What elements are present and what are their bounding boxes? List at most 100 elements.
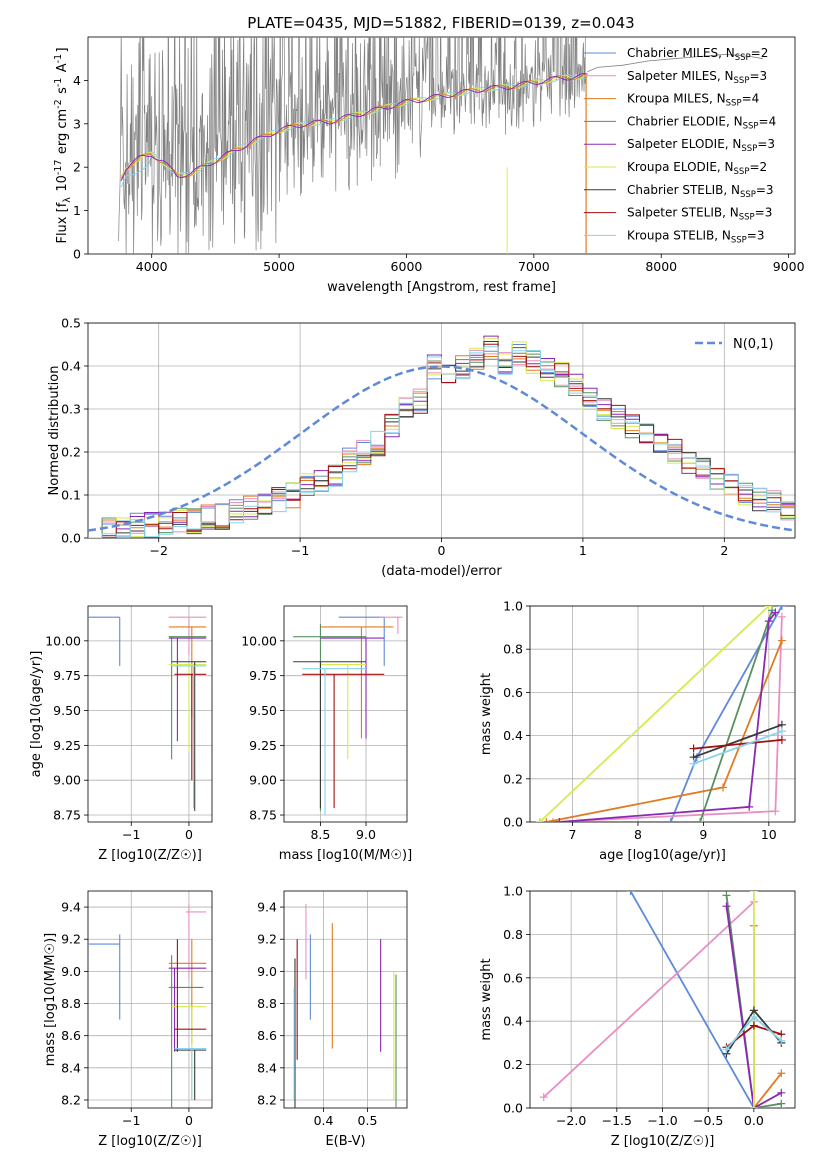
y-tick-label: 4: [73, 73, 81, 88]
x-tick-label: 0: [438, 543, 446, 558]
y-tick-label: 0.3: [61, 402, 81, 417]
weight-marker: [749, 1104, 758, 1108]
residual-histogram: [88, 346, 795, 538]
weight-line: [693, 730, 783, 765]
model-spectrum: [120, 74, 588, 188]
weight-marker: [696, 818, 705, 822]
y-tick-label: 0.6: [503, 685, 523, 700]
x-tick-label: −2.0: [556, 1113, 586, 1128]
mass_vs_ebv-frame: [283, 890, 408, 1109]
weight_vs_Z-ylabel: mass weight: [479, 958, 494, 1040]
x-tick-label: 6000: [391, 259, 423, 274]
spectrum-legend: Chabrier MILES, NSSP=2 Salpeter MILES, NS…: [584, 46, 776, 245]
y-tick-label: 0.8: [503, 927, 523, 942]
y-tick-label: 9.4: [61, 900, 81, 915]
y-tick-label: 8.6: [61, 1028, 81, 1043]
weight-marker: [777, 1036, 786, 1045]
x-tick-label: 0.0: [744, 1113, 764, 1128]
weight-marker: [771, 608, 780, 617]
age_vs_Z-plot: [88, 616, 207, 811]
y-tick-label: 9.00: [249, 773, 277, 788]
y-tick-label: 3: [73, 116, 81, 131]
x-tick-label: 4000: [136, 259, 168, 274]
y-tick-label: 9.4: [257, 900, 277, 915]
mass_vs_Z-ylabel: mass [log10(M/M☉)]: [43, 933, 58, 1066]
y-tick-label: 8.8: [61, 996, 81, 1011]
age_vs_Z-frame: [87, 605, 213, 823]
weight-line: [629, 891, 782, 1108]
y-tick-label: 8.8: [257, 996, 277, 1011]
x-tick-label: 9: [699, 827, 707, 842]
weight-marker: [719, 783, 728, 792]
residuals-axes: −2 −1 0 1 2 0.0 0.1 0.2 0.3 0.4 0.5: [61, 316, 796, 558]
weight-marker: [722, 1045, 731, 1054]
weight-line: [693, 739, 782, 750]
weight-marker: [722, 902, 731, 911]
weight-marker: [689, 759, 698, 768]
x-tick-label: 7: [569, 827, 577, 842]
weight_vs_age-xlabel: age [log10(age/yr)]: [599, 848, 726, 863]
weight-marker: [548, 818, 557, 822]
y-tick-label: 8.4: [257, 1060, 277, 1075]
x-tick-label: 2: [720, 543, 728, 558]
legend-label: N(0,1): [733, 337, 774, 352]
age_vs_Z-ylabel: age [log10(age/yr)]: [29, 651, 44, 778]
model-spectrum: [120, 74, 588, 177]
weight-marker: [722, 891, 731, 900]
residual-ylabel: Normed distribution: [47, 366, 62, 496]
legend-label: Chabrier MILES, NSSP=2: [627, 46, 768, 63]
weight-marker: [777, 636, 786, 645]
y-tick-label: 9.0: [61, 964, 81, 979]
weight-line: [539, 606, 770, 822]
y-tick-label: 8.2: [257, 1092, 277, 1107]
x-tick-label: 0: [185, 1113, 193, 1128]
weight-marker: [777, 1088, 786, 1097]
data-spectrum: [118, 37, 586, 254]
weight-marker: [745, 802, 754, 811]
mass_vs_Z-xlabel: Z [log10(Z/Z☉)]: [98, 1134, 202, 1149]
y-tick-label: 1.0: [503, 884, 523, 899]
weight_vs_age-ylabel: mass weight: [479, 673, 494, 755]
x-tick-label: 8: [634, 827, 642, 842]
weight-marker: [764, 606, 773, 610]
weight-marker: [777, 1069, 786, 1078]
spectrum-xlabel: wavelength [Angstrom, rest frame]: [327, 280, 556, 295]
y-tick-label: 9.50: [53, 703, 81, 718]
y-tick-label: 1: [73, 203, 81, 218]
y-tick-label: 9.50: [249, 703, 277, 718]
weight-line: [725, 895, 782, 1108]
x-tick-label: 8.5: [310, 827, 330, 842]
weight-marker: [666, 818, 675, 822]
y-tick-label: 9.25: [249, 738, 277, 753]
y-tick-label: 9.75: [53, 668, 81, 683]
weight-marker: [542, 818, 551, 822]
mass_vs_ebv-axes: 0.4 0.5 8.2 8.4 8.6 8.8 9.0 9.2 9.4: [257, 890, 408, 1128]
weight-marker: [764, 617, 773, 626]
x-tick-label: 9000: [773, 259, 805, 274]
y-tick-label: 0.4: [503, 728, 523, 743]
y-tick-label: 0.4: [61, 359, 81, 374]
age_vs_mass-xlabel: mass [log10(M/M☉)]: [279, 848, 412, 863]
age_vs_mass-frame: [283, 605, 408, 823]
x-tick-label: −1: [122, 1113, 140, 1128]
legend-label: Salpeter MILES, NSSP=3: [627, 69, 767, 86]
weight-marker: [777, 727, 786, 736]
x-tick-label: 0.4: [314, 1113, 334, 1128]
weight-marker: [689, 744, 698, 753]
weight-line: [693, 723, 783, 759]
x-tick-label: −1.5: [602, 1113, 632, 1128]
age_vs_Z-xlabel: Z [log10(Z/Z☉)]: [98, 848, 202, 863]
x-tick-label: 0.5: [358, 1113, 378, 1128]
x-tick-label: −0.5: [693, 1113, 723, 1128]
y-tick-label: 8.6: [257, 1028, 277, 1043]
legend-label: Kroupa STELIB, NSSP=3: [627, 228, 765, 245]
ebv-plot: [293, 903, 397, 1108]
weight_vs_Z-frame: [529, 890, 796, 1109]
residual-xlabel: (data-model)/error: [381, 564, 502, 579]
y-tick-label: 9.0: [257, 964, 277, 979]
y-tick-label: 1.0: [503, 599, 523, 614]
x-tick-label: −1: [122, 827, 140, 842]
residual-plot: [88, 335, 795, 538]
mass_vs_Z-frame: [87, 890, 213, 1109]
y-tick-label: 10.00: [45, 633, 81, 648]
